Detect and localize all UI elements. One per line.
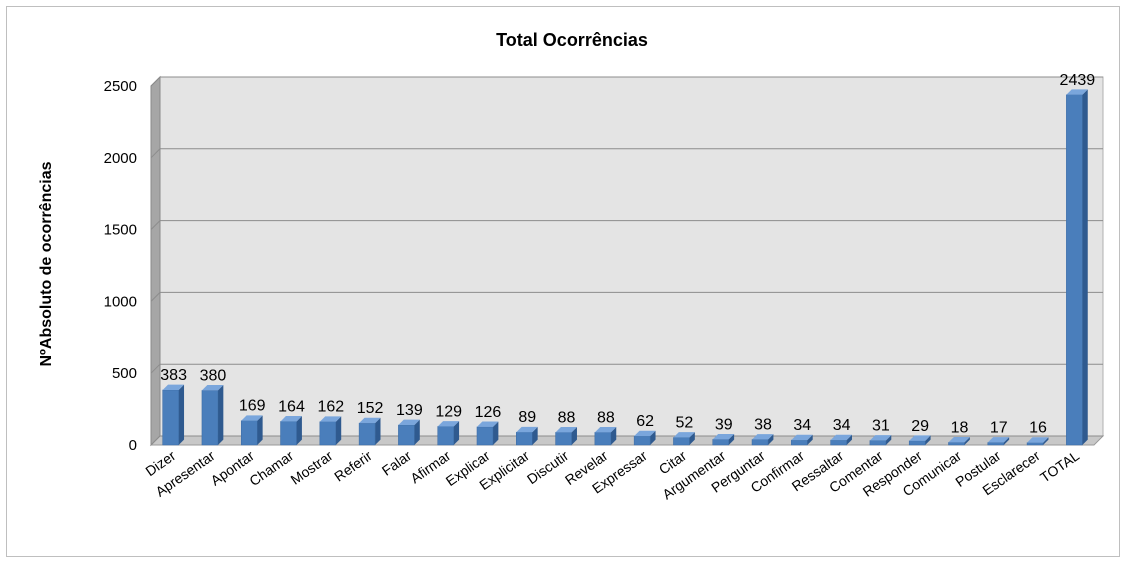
data-label: 139: [396, 402, 423, 419]
bar: [320, 422, 336, 445]
chart-title: Total Ocorrências: [496, 30, 648, 50]
chart-frame: Total Ocorrências NºAbsoluto de ocorrênc…: [6, 6, 1120, 557]
bar: [909, 441, 925, 445]
y-tick-label: 1000: [104, 293, 137, 310]
bar: [556, 432, 572, 445]
bar: [870, 441, 886, 445]
bar: [241, 421, 257, 445]
y-tick-label: 0: [129, 437, 137, 454]
data-label: 88: [597, 409, 615, 426]
data-label: 164: [278, 398, 305, 415]
data-label: 383: [160, 367, 187, 384]
data-label: 380: [200, 367, 227, 384]
bar-chart: Total Ocorrências NºAbsoluto de ocorrênc…: [6, 6, 1120, 557]
bar-side: [218, 385, 223, 445]
y-tick-label: 2500: [104, 78, 137, 95]
bar: [713, 439, 729, 445]
data-label: 88: [558, 409, 576, 426]
bar: [988, 443, 1004, 445]
bar: [163, 390, 179, 445]
data-label: 18: [951, 419, 969, 436]
bar: [281, 421, 297, 445]
bar: [948, 442, 964, 445]
y-tick-label: 1500: [104, 222, 137, 239]
bar: [1027, 443, 1043, 445]
data-label: 2439: [1060, 72, 1096, 89]
y-tick-label: 500: [112, 365, 137, 382]
bar: [673, 438, 689, 445]
bar: [791, 440, 807, 445]
data-label: 31: [872, 418, 890, 435]
data-label: 29: [911, 418, 929, 435]
y-tick-label: 2000: [104, 150, 137, 167]
bar: [359, 423, 375, 445]
bar: [516, 432, 532, 445]
bar: [398, 425, 414, 445]
data-label: 39: [715, 416, 733, 433]
data-label: 169: [239, 398, 266, 415]
plot-area: 05001000150020002500383Dizer380Apresenta…: [104, 72, 1103, 503]
bar: [595, 432, 611, 445]
bar: [634, 436, 650, 445]
data-label: 34: [833, 417, 851, 434]
bar: [831, 440, 847, 445]
data-label: 129: [435, 403, 462, 420]
bar-side: [1082, 89, 1087, 445]
data-label: 17: [990, 420, 1008, 437]
bar: [1066, 95, 1082, 445]
y-axis-label: NºAbsoluto de ocorrências: [38, 161, 55, 366]
data-label: 162: [317, 399, 344, 416]
bar: [752, 440, 768, 445]
bar: [202, 390, 218, 445]
data-label: 38: [754, 417, 772, 434]
bar: [477, 427, 493, 445]
data-label: 126: [475, 404, 502, 421]
data-label: 152: [357, 400, 384, 417]
side-wall: [151, 77, 160, 445]
bar: [438, 426, 454, 445]
data-label: 62: [636, 413, 654, 430]
data-label: 89: [518, 409, 536, 426]
data-label: 52: [676, 415, 694, 432]
back-wall: [160, 77, 1103, 436]
bar-side: [179, 385, 184, 445]
data-label: 16: [1029, 420, 1047, 437]
data-label: 34: [793, 417, 811, 434]
